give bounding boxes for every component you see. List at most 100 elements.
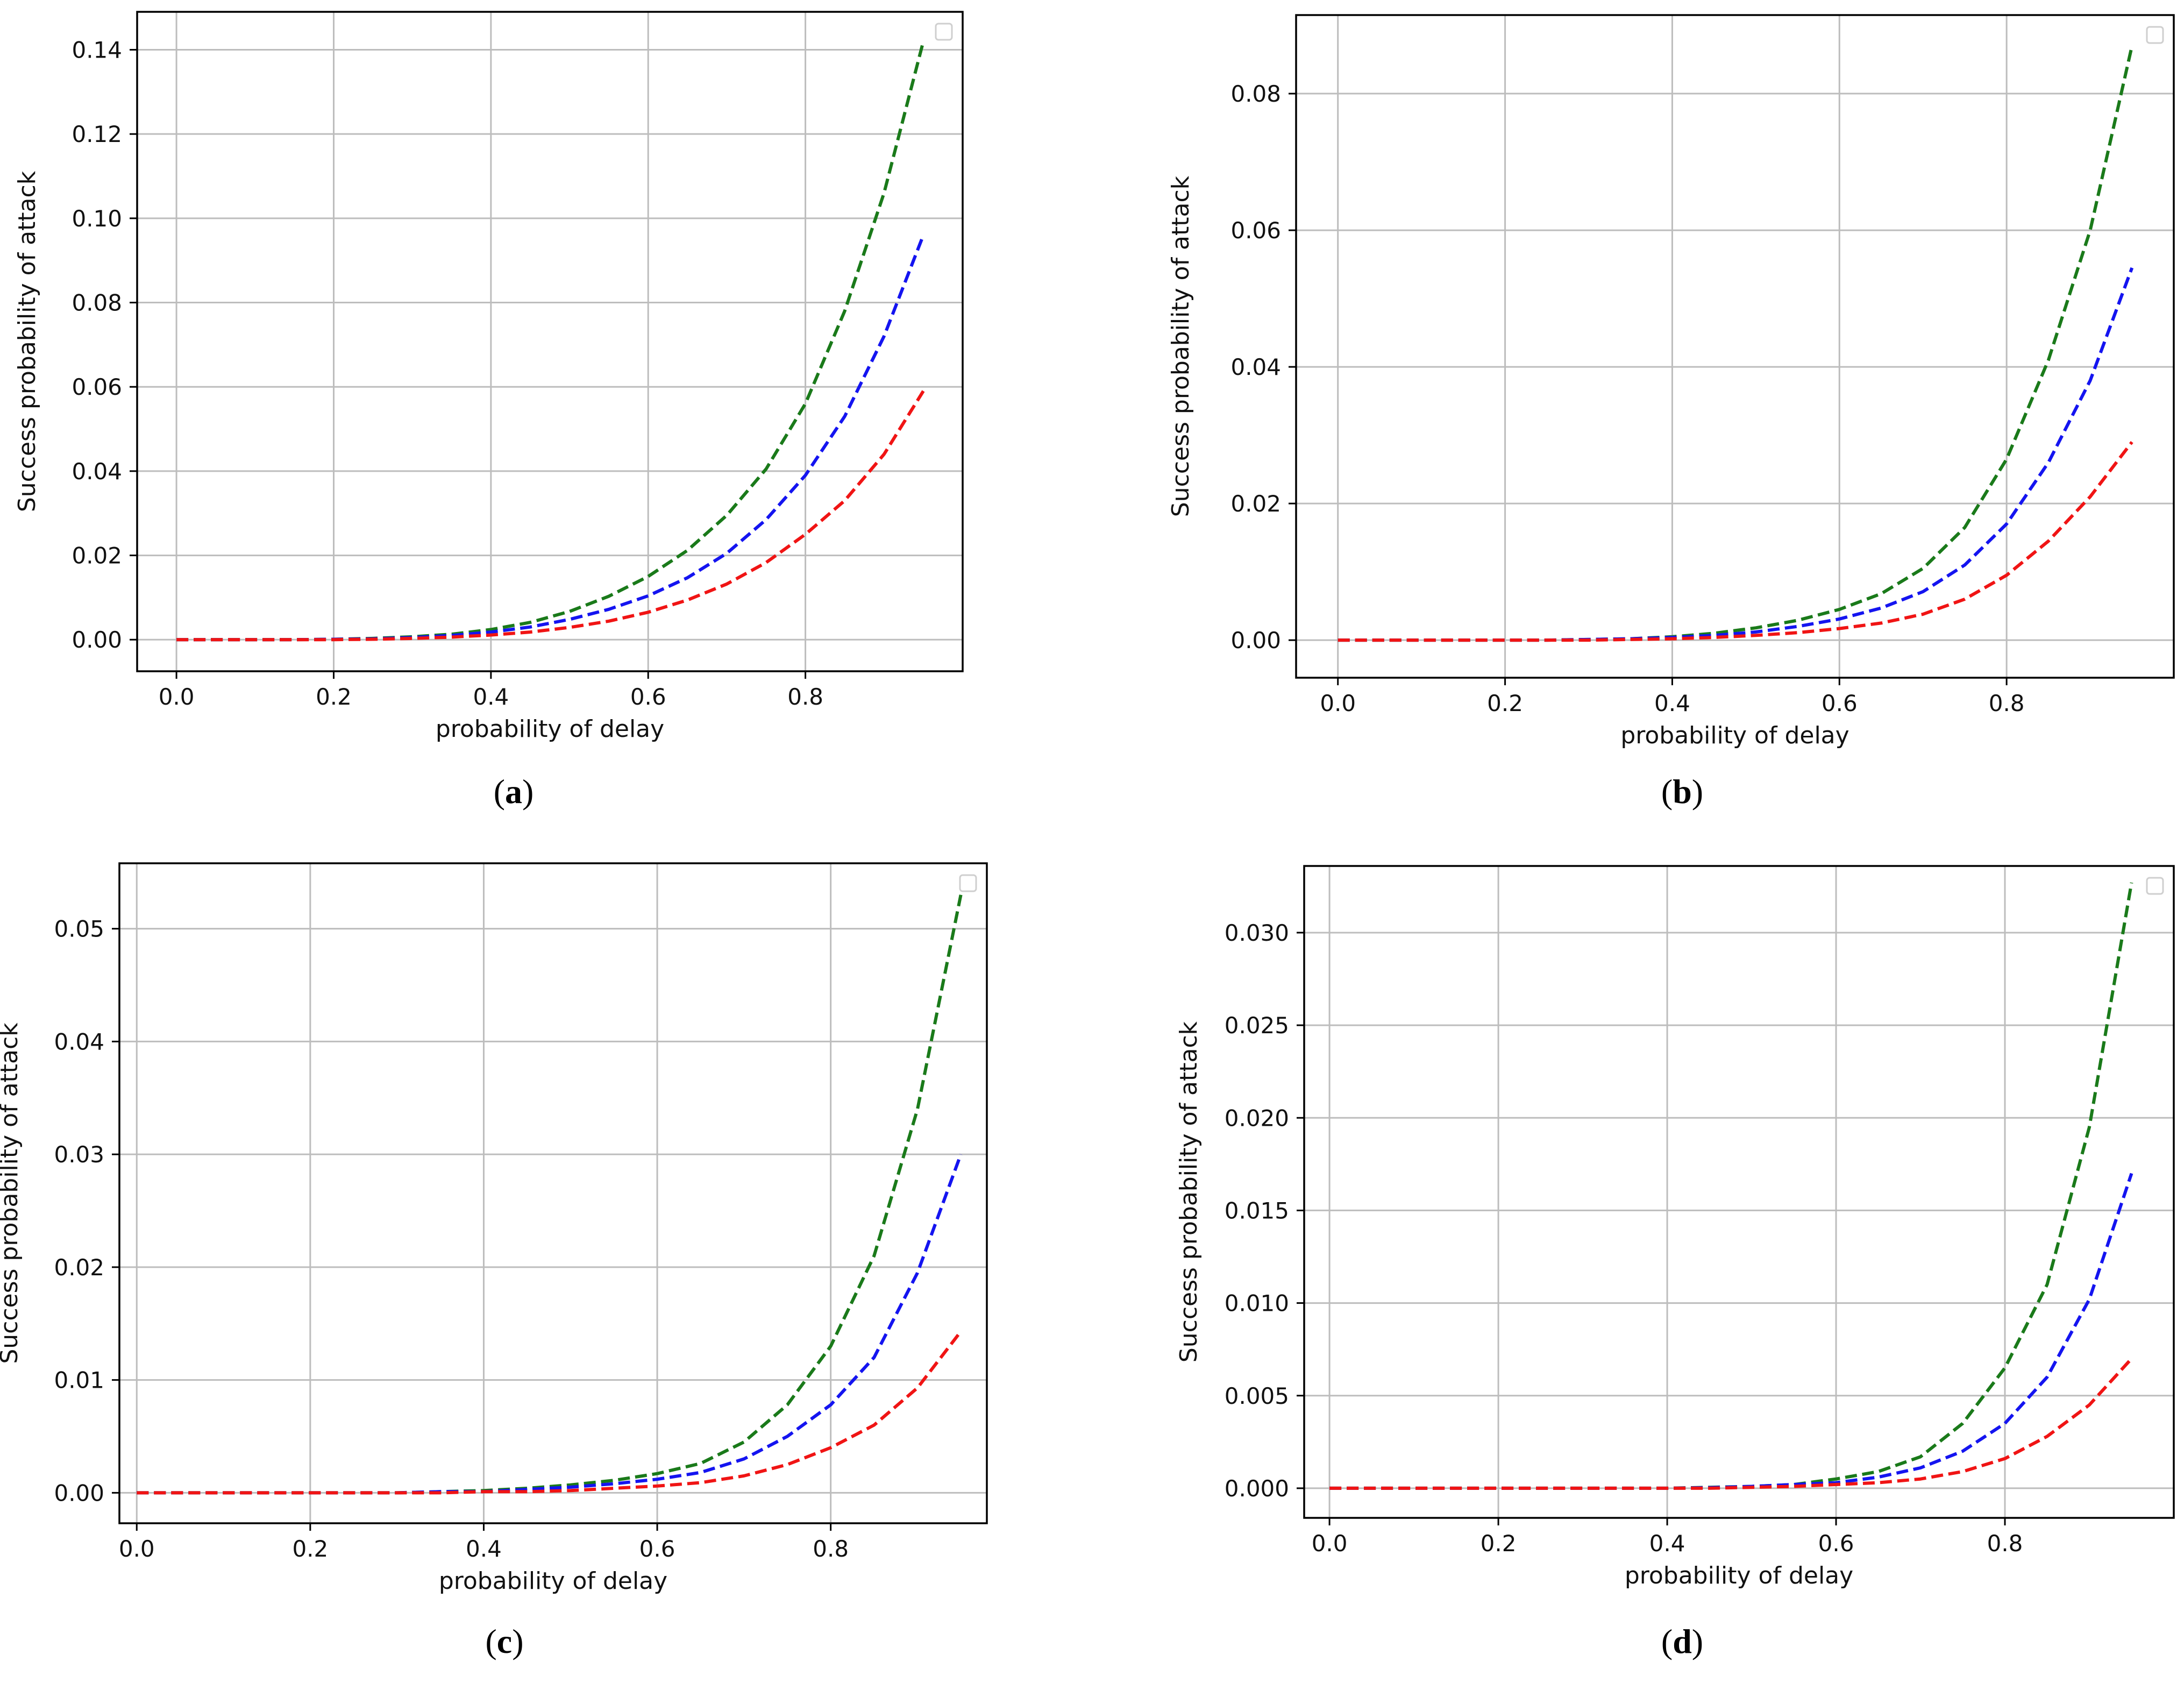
y-tick-label: 0.06: [1230, 217, 1281, 244]
plot-frame: [118, 862, 988, 1524]
series-line-green: [1338, 45, 2134, 642]
x-tick-label: 0.8: [1987, 1530, 2023, 1557]
grid-lines: [137, 12, 963, 671]
x-tick-label: 0.0: [1312, 1530, 1348, 1557]
y-axis-label: Success probability of attack: [0, 1022, 23, 1364]
x-tick-label: 0.8: [1989, 690, 2025, 716]
legend-box: [2146, 26, 2164, 44]
series-line-green: [137, 894, 963, 1495]
series-lines: [1329, 882, 2133, 1490]
x-tick-label: 0.0: [119, 1536, 155, 1562]
series-line-green: [1329, 882, 2133, 1490]
y-tick-label: 0.01: [54, 1367, 104, 1394]
y-tick-label: 0.08: [72, 290, 122, 316]
y-tick-label: 0.005: [1225, 1383, 1289, 1409]
legend-box: [935, 23, 953, 41]
y-tick-label: 0.14: [72, 37, 122, 63]
y-axis-label: Success probability of attack: [1167, 175, 1194, 517]
y-tick-label: 0.08: [1230, 81, 1281, 107]
grid-lines: [1304, 866, 2174, 1518]
caption-a: (a): [433, 775, 594, 809]
caption-c: (c): [424, 1624, 585, 1659]
x-tick-label: 0.6: [630, 684, 666, 710]
x-tick-label: 0.2: [316, 684, 352, 710]
series-line-red: [1338, 441, 2133, 642]
y-tick-label: 0.04: [72, 458, 122, 485]
legend-box: [2146, 877, 2164, 895]
y-tick-label: 0.00: [1230, 627, 1281, 654]
caption-b-label: b: [1673, 772, 1692, 811]
caption-b: (b): [1602, 775, 1763, 809]
x-tick-label: 0.4: [1654, 690, 1690, 716]
y-tick-label: 0.04: [1230, 354, 1281, 380]
series-lines: [137, 894, 963, 1495]
x-axis-label: probability of delay: [439, 1567, 667, 1595]
x-tick-label: 0.0: [159, 684, 195, 710]
y-tick-label: 0.02: [1230, 491, 1281, 517]
caption-c-open: (: [485, 1622, 497, 1660]
y-axis-label: Success probability of attack: [13, 171, 41, 512]
y-tick-label: 0.025: [1225, 1012, 1289, 1039]
caption-d-label: d: [1673, 1622, 1692, 1660]
caption-d-open: (: [1661, 1622, 1673, 1660]
series-line-blue: [1329, 1173, 2133, 1490]
caption-d: (d): [1602, 1624, 1763, 1659]
plot-frame: [1295, 14, 2175, 679]
x-tick-label: 0.6: [1822, 690, 1858, 716]
y-tick-label: 0.03: [54, 1141, 104, 1168]
caption-b-close: ): [1691, 772, 1704, 811]
series-lines: [176, 41, 925, 642]
plot-frame: [136, 11, 964, 672]
x-tick-label: 0.2: [292, 1536, 328, 1562]
x-axis-label: probability of delay: [436, 715, 664, 743]
y-tick-label: 0.02: [72, 543, 122, 569]
x-tick-label: 0.8: [813, 1536, 849, 1562]
y-axis-label: Success probability of attack: [1175, 1021, 1203, 1362]
x-axis-label: probability of delay: [1620, 722, 1849, 749]
caption-a-open: (: [493, 772, 505, 811]
y-tick-label: 0.02: [54, 1254, 104, 1281]
x-tick-label: 0.6: [639, 1536, 675, 1562]
y-tick-label: 0.10: [72, 205, 122, 232]
y-tick-label: 0.015: [1225, 1197, 1289, 1224]
y-tick-label: 0.04: [54, 1028, 104, 1055]
grid-lines: [119, 863, 987, 1523]
series-lines: [1338, 45, 2134, 642]
y-tick-label: 0.00: [54, 1480, 104, 1506]
caption-a-label: a: [505, 772, 522, 811]
caption-d-close: ): [1691, 1622, 1704, 1660]
y-tick-label: 0.010: [1225, 1290, 1289, 1317]
caption-a-close: ): [522, 772, 534, 811]
ticks: 0.0 0.2 0.4 0.6 0.8 0.00 0.02 0.04 0.06 0.08 0.10 0…: [72, 37, 823, 710]
x-tick-label: 0.8: [787, 684, 823, 710]
x-tick-label: 0.2: [1487, 690, 1523, 716]
y-tick-label: 0.05: [54, 916, 104, 942]
grid-lines: [1296, 15, 2174, 678]
x-tick-label: 0.4: [473, 684, 509, 710]
y-tick-label: 0.020: [1225, 1105, 1289, 1131]
x-tick-label: 0.0: [1320, 690, 1356, 716]
y-tick-label: 0.00: [72, 627, 122, 653]
ticks: 0.0 0.2 0.4 0.6 0.8 0.000 0.005 0.010 0.015 0.020…: [1225, 920, 2023, 1557]
caption-c-close: ): [512, 1622, 524, 1660]
ticks: 0.0 0.2 0.4 0.6 0.8 0.00 0.01 0.02 0.03 0.04 0.05: [54, 916, 849, 1562]
ticks: 0.0 0.2 0.4 0.6 0.8 0.00 0.02 0.04 0.06 0.08: [1230, 81, 2024, 716]
y-tick-label: 0.12: [72, 121, 122, 147]
y-tick-label: 0.030: [1225, 920, 1289, 946]
caption-c-label: c: [496, 1622, 513, 1660]
series-line-red: [176, 390, 925, 642]
series-line-red: [137, 1330, 962, 1495]
x-tick-label: 0.6: [1818, 1530, 1854, 1557]
plot-frame: [1303, 865, 2175, 1519]
x-tick-label: 0.2: [1481, 1530, 1517, 1557]
x-tick-label: 0.4: [466, 1536, 502, 1562]
x-axis-label: probability of delay: [1625, 1562, 1853, 1589]
